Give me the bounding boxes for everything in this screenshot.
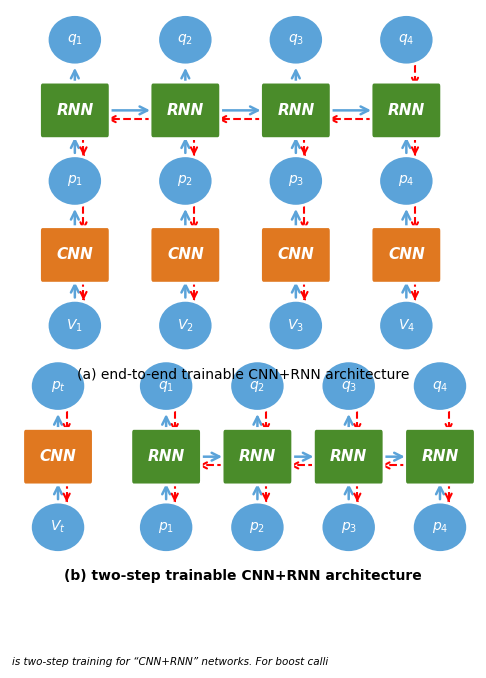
Text: CNN: CNN (40, 450, 76, 464)
FancyBboxPatch shape (39, 82, 110, 138)
Ellipse shape (158, 156, 213, 206)
Text: RNN: RNN (167, 103, 204, 118)
Text: CNN: CNN (278, 247, 314, 262)
Text: CNN: CNN (167, 247, 204, 262)
Ellipse shape (268, 14, 324, 65)
FancyBboxPatch shape (371, 226, 442, 283)
Ellipse shape (379, 156, 434, 206)
Text: (b) two-step trainable CNN+RNN architecture: (b) two-step trainable CNN+RNN architect… (64, 570, 422, 583)
Ellipse shape (31, 361, 86, 412)
Ellipse shape (158, 14, 213, 65)
Ellipse shape (47, 14, 103, 65)
Text: $q_2$: $q_2$ (249, 378, 265, 393)
Text: RNN: RNN (421, 450, 459, 464)
Ellipse shape (321, 361, 376, 412)
Text: $p_1$: $p_1$ (67, 174, 83, 188)
Text: CNN: CNN (56, 247, 93, 262)
FancyBboxPatch shape (260, 82, 331, 138)
Ellipse shape (158, 300, 213, 351)
Text: $V_3$: $V_3$ (287, 317, 304, 334)
Text: $q_4$: $q_4$ (398, 33, 415, 47)
Text: RNN: RNN (388, 103, 425, 118)
FancyBboxPatch shape (260, 226, 331, 283)
FancyBboxPatch shape (131, 428, 201, 485)
Text: $p_3$: $p_3$ (341, 520, 357, 535)
Text: RNN: RNN (239, 450, 276, 464)
Text: $q_1$: $q_1$ (67, 33, 83, 47)
Text: $V_t$: $V_t$ (50, 519, 66, 536)
Text: $p_3$: $p_3$ (288, 174, 304, 188)
Text: $p_t$: $p_t$ (51, 378, 66, 393)
FancyBboxPatch shape (39, 226, 110, 283)
Ellipse shape (230, 361, 285, 412)
Text: (a) end-to-end trainable CNN+RNN architecture: (a) end-to-end trainable CNN+RNN archite… (77, 367, 409, 382)
Ellipse shape (139, 361, 194, 412)
Ellipse shape (139, 502, 194, 553)
FancyBboxPatch shape (405, 428, 475, 485)
Text: RNN: RNN (56, 103, 93, 118)
FancyBboxPatch shape (23, 428, 93, 485)
Text: $p_4$: $p_4$ (398, 174, 415, 188)
Ellipse shape (412, 502, 468, 553)
FancyBboxPatch shape (222, 428, 293, 485)
Ellipse shape (412, 361, 468, 412)
FancyBboxPatch shape (150, 82, 221, 138)
FancyBboxPatch shape (150, 226, 221, 283)
Text: $p_1$: $p_1$ (158, 520, 174, 535)
FancyBboxPatch shape (313, 428, 384, 485)
Text: $q_3$: $q_3$ (341, 378, 357, 393)
Text: $q_1$: $q_1$ (158, 378, 174, 393)
Text: RNN: RNN (330, 450, 367, 464)
Text: RNN: RNN (277, 103, 314, 118)
Text: RNN: RNN (148, 450, 185, 464)
Ellipse shape (268, 300, 324, 351)
Ellipse shape (230, 502, 285, 553)
Text: $q_2$: $q_2$ (177, 33, 193, 47)
Text: $q_4$: $q_4$ (432, 378, 448, 393)
Text: CNN: CNN (388, 247, 425, 262)
Text: $V_2$: $V_2$ (177, 317, 194, 334)
Ellipse shape (321, 502, 376, 553)
Ellipse shape (47, 156, 103, 206)
Ellipse shape (379, 300, 434, 351)
Ellipse shape (268, 156, 324, 206)
Text: $V_1$: $V_1$ (67, 317, 83, 334)
Text: $V_4$: $V_4$ (398, 317, 415, 334)
Text: $p_2$: $p_2$ (177, 174, 193, 188)
Ellipse shape (47, 300, 103, 351)
Text: $p_4$: $p_4$ (432, 520, 448, 535)
Ellipse shape (31, 502, 86, 553)
Ellipse shape (379, 14, 434, 65)
Text: is two-step training for “CNN+RNN” networks. For boost calli: is two-step training for “CNN+RNN” netwo… (12, 657, 329, 667)
FancyBboxPatch shape (371, 82, 442, 138)
Text: $q_3$: $q_3$ (288, 33, 304, 47)
Text: $p_2$: $p_2$ (249, 520, 265, 535)
